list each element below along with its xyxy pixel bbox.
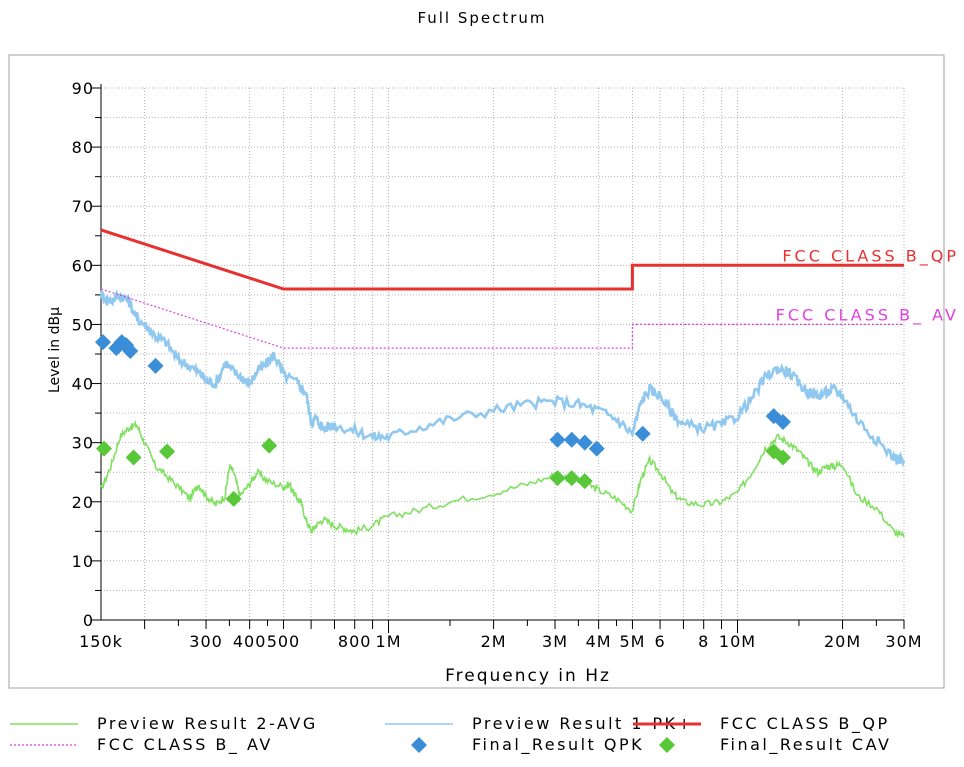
legend-label: FCC CLASS B_ AV xyxy=(97,735,273,755)
series-preview-result-1-pk- xyxy=(99,288,906,468)
y-tick-label: 90 xyxy=(72,79,94,98)
y-tick-label: 0 xyxy=(83,611,94,630)
y-axis-label: Level in dBµ xyxy=(47,307,63,393)
y-tick-label: 30 xyxy=(72,434,94,453)
limit-label: FCC CLASS B_QP xyxy=(782,246,959,266)
marker-final-result-qpk xyxy=(95,334,112,351)
x-tick-label: 500 xyxy=(267,632,301,651)
legend-label: FCC CLASS B_QP xyxy=(720,714,890,734)
marker-final-result-qpk xyxy=(576,434,593,451)
x-tick-label: 1M xyxy=(376,632,402,651)
marker-final-result-qpk xyxy=(549,431,566,448)
legend-label: Final_Result CAV xyxy=(720,735,891,755)
marker-final-result-qpk xyxy=(774,413,791,430)
marker-final-result-cav xyxy=(125,449,142,466)
y-tick-label: 70 xyxy=(72,197,94,216)
legend-label: Preview Result 2-AVG xyxy=(97,714,318,733)
marker-final-result-cav xyxy=(576,473,593,490)
x-tick-label: 30M xyxy=(885,632,922,651)
legend-swatch xyxy=(659,737,675,753)
x-tick-label: 150k xyxy=(79,632,123,651)
marker-final-result-cav xyxy=(225,490,242,507)
series-layer xyxy=(99,228,906,539)
x-tick-label: 10M xyxy=(719,632,756,651)
marker-final-result-qpk xyxy=(588,440,605,457)
y-tick-labels: 0 10 20 30 40 50 60 70 80 90 xyxy=(72,79,94,630)
x-tick-labels: 150k 300 400 500 800 1M 2M 3M 4M 5M 6 8 10M 20M 30M xyxy=(79,632,922,651)
x-tick-label: 400 xyxy=(233,632,267,651)
marker-final-result-cav xyxy=(261,437,278,454)
x-tick-label: 300 xyxy=(189,632,223,651)
series-preview-result-2-avg xyxy=(100,419,905,539)
marker-final-result-cav xyxy=(96,440,113,457)
limit-label: FCC CLASS B_ AV xyxy=(776,305,959,325)
marker-final-result-qpk xyxy=(634,425,651,442)
marker-final-result-cav xyxy=(563,470,580,487)
x-tick-label: 3M xyxy=(542,632,568,651)
x-tick-label: 800 xyxy=(338,632,372,651)
x-tick-label: 8 xyxy=(698,632,709,651)
marker-final-result-qpk xyxy=(122,343,139,360)
legend: Preview Result 2-AVG Preview Result 1-PK+… xyxy=(10,714,891,755)
marker-final-result-cav xyxy=(159,443,176,460)
x-tick-label: 2M xyxy=(481,632,507,651)
y-tick-label: 10 xyxy=(72,552,94,571)
y-tick-label: 20 xyxy=(72,493,94,512)
axes xyxy=(91,84,905,633)
x-tick-label: 20M xyxy=(824,632,861,651)
marker-final-result-qpk xyxy=(147,357,164,374)
y-tick-label: 50 xyxy=(72,315,94,334)
y-tick-label: 40 xyxy=(72,375,94,394)
marker-final-result-cav xyxy=(774,449,791,466)
chart-title: Full Spectrum xyxy=(417,9,546,27)
y-tick-label: 60 xyxy=(72,256,94,275)
x-axis-label: Frequency in Hz xyxy=(445,666,611,686)
legend-label: Final_Result QPK xyxy=(472,735,644,755)
series-fcc-class-b-qp xyxy=(100,228,904,291)
x-tick-label: 6 xyxy=(654,632,665,651)
x-tick-label: 5M xyxy=(619,632,645,651)
x-tick-label: 4M xyxy=(586,632,612,651)
legend-swatch xyxy=(411,737,427,753)
limit-labels: FCC CLASS B_QP FCC CLASS B_ AV xyxy=(776,246,959,325)
plot-frame xyxy=(8,54,945,689)
y-tick-label: 80 xyxy=(72,138,94,157)
series-fcc-class-b-av xyxy=(100,288,904,349)
marker-final-result-qpk xyxy=(563,431,580,448)
marker-final-result-cav xyxy=(549,470,566,487)
legend-label: Preview Result 1-PK+ xyxy=(472,714,693,733)
marker-layer xyxy=(95,334,791,507)
